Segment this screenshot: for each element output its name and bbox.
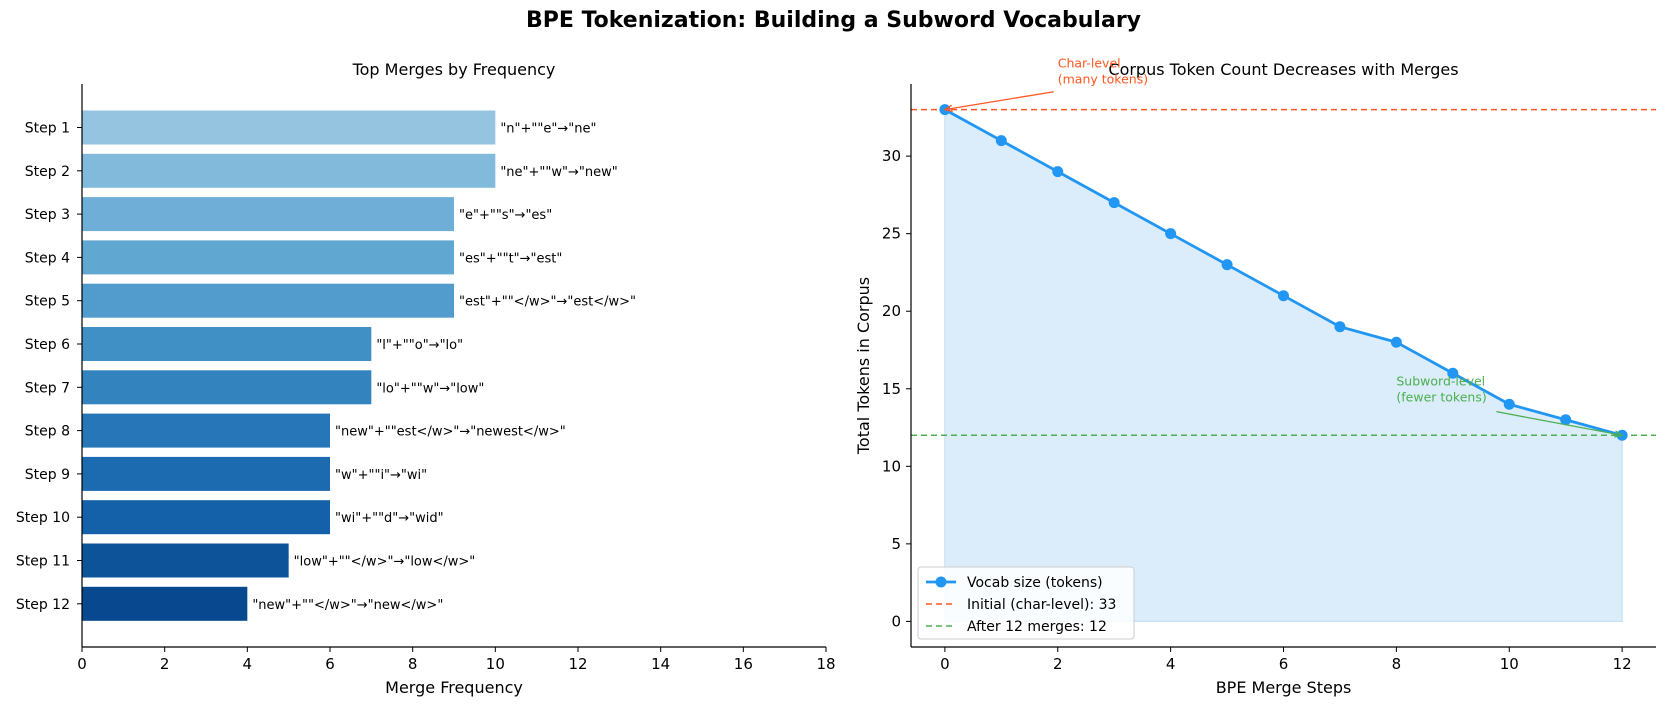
bar-1	[82, 110, 496, 145]
legend-marker	[935, 576, 947, 588]
bar-9	[82, 456, 330, 491]
x-tick-label: 16	[734, 655, 753, 673]
bar-5	[82, 283, 454, 318]
data-point	[1221, 259, 1233, 271]
x-tick-label: 0	[77, 655, 87, 673]
annotation-text-2: Subword-level (fewer tokens)	[1396, 374, 1486, 405]
y-tick-label: Step 7	[25, 380, 70, 396]
data-point	[1165, 228, 1177, 240]
x-tick-label: 6	[325, 655, 335, 673]
line-chart-title: Corpus Token Count Decreases with Merges	[1108, 60, 1458, 79]
data-point	[1334, 321, 1346, 333]
y-tick-label: 25	[882, 225, 901, 243]
bar-label-9: "w"+""i"→"wi"	[335, 468, 427, 483]
bar-label-7: "lo"+""w"→"low"	[376, 381, 484, 396]
bar-12	[82, 586, 248, 621]
x-tick-label: 8	[1392, 655, 1402, 673]
data-point	[1503, 398, 1515, 410]
x-tick-label: 2	[160, 655, 170, 673]
data-point	[1278, 290, 1289, 302]
legend-label-1: Vocab size (tokens)	[967, 575, 1103, 591]
x-tick-label: 2	[1053, 655, 1063, 673]
legend-label-3: After 12 merges: 12	[967, 619, 1107, 635]
bar-chart-top-merges: Top Merges by Frequency "n"+""e"→"ne" Step…	[16, 60, 836, 697]
y-tick-label: 0	[891, 612, 901, 630]
annotation-line: (fewer tokens)	[1396, 390, 1486, 405]
bar-label-4: "es"+""t"→"est"	[459, 251, 562, 266]
area-fill	[944, 108, 1623, 623]
x-tick-label: 4	[1166, 655, 1176, 673]
y-tick-label: 10	[882, 457, 901, 475]
data-point	[995, 135, 1007, 147]
bar-6	[82, 327, 372, 361]
legend-label-2: Initial (char-level): 33	[967, 597, 1116, 613]
figure-title: BPE Tokenization: Building a Subword Voc…	[525, 8, 1142, 33]
y-tick-label: 5	[891, 535, 901, 553]
y-tick-label: Step 12	[16, 597, 70, 613]
annotation-line: Subword-level	[1396, 374, 1485, 389]
y-tick-label: Step 5	[25, 294, 70, 310]
bar-7	[82, 370, 372, 405]
bar-label-3: "e"+""s"→"es"	[459, 208, 552, 223]
x-axis-label: Merge Frequency	[385, 678, 523, 697]
annotation-line: (many tokens)	[1058, 72, 1148, 87]
data-point	[1108, 197, 1120, 209]
annotation-arrowhead	[943, 104, 953, 113]
bar-8	[82, 413, 330, 448]
bar-10	[82, 500, 330, 535]
x-tick-label: 10	[1500, 655, 1519, 673]
bar-3	[82, 197, 454, 232]
x-tick-label: 18	[816, 655, 835, 673]
x-tick-label: 8	[408, 655, 418, 673]
y-tick-label: Step 2	[25, 164, 70, 180]
y-tick-label: Step 3	[25, 207, 70, 223]
y-tick-label: 20	[882, 302, 901, 320]
y-tick-label: 15	[882, 380, 901, 398]
data-point	[1560, 414, 1572, 426]
y-tick-label: Step 9	[25, 467, 70, 483]
line-chart-token-count: Corpus Token Count Decreases with Merges…	[854, 56, 1656, 697]
bar-11	[82, 543, 289, 578]
data-point	[1052, 166, 1064, 178]
x-tick-label: 10	[486, 655, 505, 673]
x-tick-label: 12	[568, 655, 587, 673]
bar-label-6: "l"+""o"→"lo"	[376, 338, 463, 353]
annotation-arrow-2	[1496, 411, 1623, 436]
y-tick-label: Step 4	[25, 250, 70, 266]
y-tick-label: 30	[882, 147, 901, 165]
annotation-arrow-1	[944, 91, 1054, 111]
bar-label-2: "ne"+""w"→"new"	[500, 165, 617, 180]
bar-label-10: "wi"+""d"→"wid"	[335, 511, 444, 526]
y-tick-label: Step 10	[16, 510, 70, 526]
bar-label-1: "n"+""e"→"ne"	[500, 122, 596, 137]
annotation-line: Char-level	[1058, 56, 1121, 71]
y-tick-label: Step 8	[25, 424, 70, 440]
y-tick-label: Step 6	[25, 337, 70, 353]
x-tick-label: 12	[1613, 655, 1632, 673]
bar-label-5: "est"+""</w>"→"est</w>"	[459, 295, 636, 310]
x-tick-label: 6	[1279, 655, 1289, 673]
x-axis-label: BPE Merge Steps	[1216, 678, 1352, 697]
bar-label-11: "low"+""</w>"→"low</w>"	[294, 555, 476, 570]
y-axis-label: Total Tokens in Corpus	[854, 277, 873, 455]
data-point	[1447, 367, 1459, 379]
y-tick-label: Step 1	[25, 121, 70, 137]
x-tick-label: 4	[243, 655, 253, 673]
legend-box	[917, 566, 1135, 640]
y-tick-label: Step 11	[16, 554, 70, 570]
x-tick-label: 0	[940, 655, 950, 673]
x-tick-label: 14	[651, 655, 670, 673]
legend: Vocab size (tokens) Initial (char-level):…	[917, 566, 1135, 640]
bar-label-12: "new"+""</w>"→"new</w>"	[252, 598, 443, 613]
annotation-text-1: Char-level (many tokens)	[1058, 56, 1148, 87]
annotation-arrowhead	[1614, 430, 1624, 438]
bar-chart-title: Top Merges by Frequency	[352, 60, 556, 79]
bar-2	[82, 153, 496, 188]
bar-label-8: "new"+""est</w>"→"newest</w>"	[335, 425, 566, 440]
data-point	[1390, 336, 1402, 348]
bar-4	[82, 240, 454, 275]
